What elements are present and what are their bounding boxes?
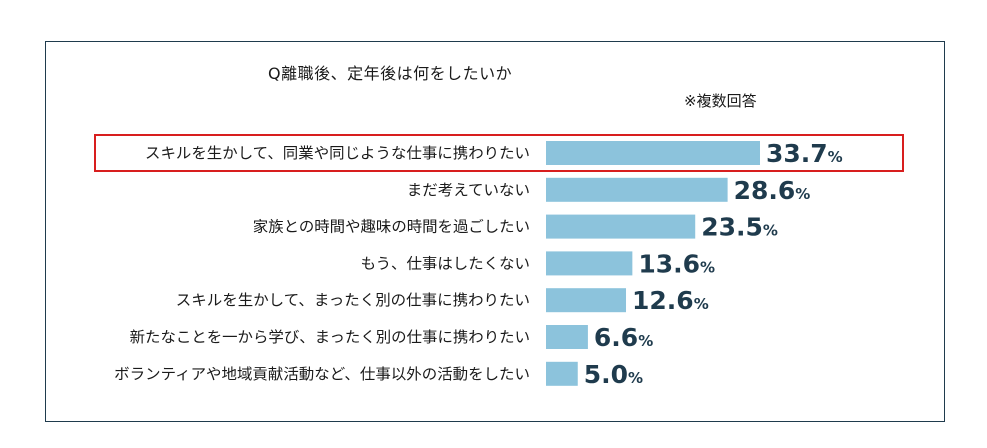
bar-3 [546,251,633,276]
bar-6 [546,361,578,386]
value-label-2: 23.5% [701,213,778,242]
category-label-1: まだ考えていない [407,181,530,199]
value-label-1: 28.6% [734,176,811,205]
chart-note: ※複数回答 [684,92,757,110]
value-label-6: 5.0% [584,360,643,389]
value-label-3: 13.6% [638,249,715,278]
chart-frame [45,41,945,422]
bar-1 [546,177,728,202]
category-label-0: スキルを生かして、同業や同じような仕事に携わりたい [145,144,530,162]
bar-4 [546,288,627,313]
bar-2 [546,214,696,239]
value-label-0: 33.7% [766,139,843,168]
category-label-3: もう、仕事はしたくない [361,254,530,272]
category-label-6: ボランティアや地域貢献活動など、仕事以外の活動をしたい [114,365,530,383]
highlight-box [94,134,904,172]
category-label-2: 家族との時間や趣味の時間を過ごしたい [253,218,530,236]
chart-title: Q離職後、定年後は何をしたいか [268,64,513,83]
bar-0 [546,141,760,165]
bar-5 [546,325,588,349]
value-label-5: 6.6% [594,323,653,352]
category-label-5: 新たなことを一から学び、まったく別の仕事に携わりたい [130,328,530,346]
value-label-4: 12.6% [632,286,709,315]
category-label-4: スキルを生かして、まったく別の仕事に携わりたい [176,291,530,309]
